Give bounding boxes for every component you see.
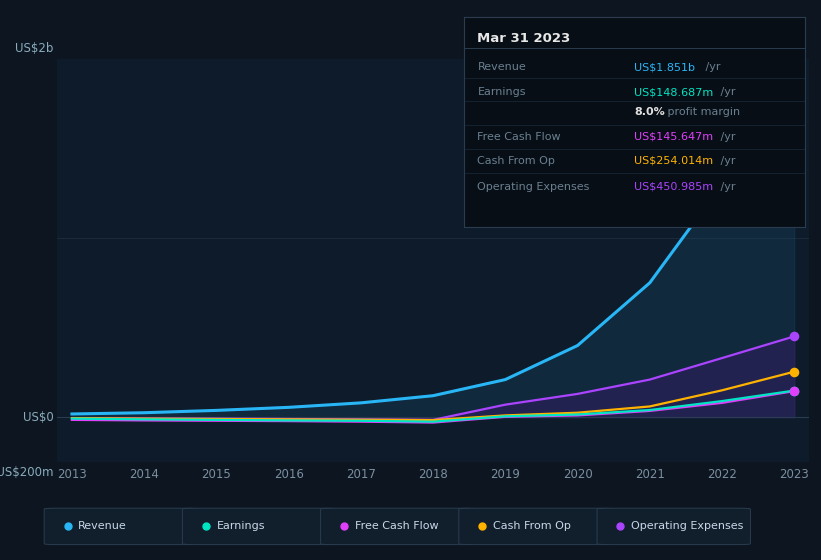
Text: Free Cash Flow: Free Cash Flow [478, 132, 561, 142]
Point [787, 81, 800, 90]
Point [787, 386, 800, 395]
Text: Mar 31 2023: Mar 31 2023 [478, 31, 571, 44]
Text: US$1.851b: US$1.851b [635, 62, 695, 72]
Text: Cash From Op: Cash From Op [478, 156, 555, 166]
FancyBboxPatch shape [182, 508, 336, 544]
Text: US$450.985m: US$450.985m [635, 182, 713, 192]
Text: Free Cash Flow: Free Cash Flow [355, 521, 438, 531]
Text: /yr: /yr [717, 182, 735, 192]
Text: /yr: /yr [702, 62, 720, 72]
Text: profit margin: profit margin [664, 108, 741, 118]
Text: Cash From Op: Cash From Op [493, 521, 571, 531]
FancyBboxPatch shape [321, 508, 474, 544]
Text: /yr: /yr [717, 87, 735, 97]
Text: 8.0%: 8.0% [635, 108, 665, 118]
FancyBboxPatch shape [44, 508, 198, 544]
Text: Operating Expenses: Operating Expenses [631, 521, 744, 531]
Text: US$254.014m: US$254.014m [635, 156, 713, 166]
Text: US$2b: US$2b [16, 42, 53, 55]
Point [787, 386, 800, 395]
Text: US$0: US$0 [23, 410, 53, 424]
FancyBboxPatch shape [459, 508, 612, 544]
Text: Earnings: Earnings [478, 87, 526, 97]
Point [787, 367, 800, 376]
Text: Earnings: Earnings [217, 521, 265, 531]
Text: /yr: /yr [717, 156, 735, 166]
Text: Revenue: Revenue [78, 521, 127, 531]
Text: Operating Expenses: Operating Expenses [478, 182, 589, 192]
Text: US$145.647m: US$145.647m [635, 132, 713, 142]
Text: US$148.687m: US$148.687m [635, 87, 713, 97]
Text: Revenue: Revenue [478, 62, 526, 72]
Point [787, 332, 800, 341]
Text: -US$200m: -US$200m [0, 466, 53, 479]
Text: /yr: /yr [717, 132, 735, 142]
FancyBboxPatch shape [597, 508, 750, 544]
